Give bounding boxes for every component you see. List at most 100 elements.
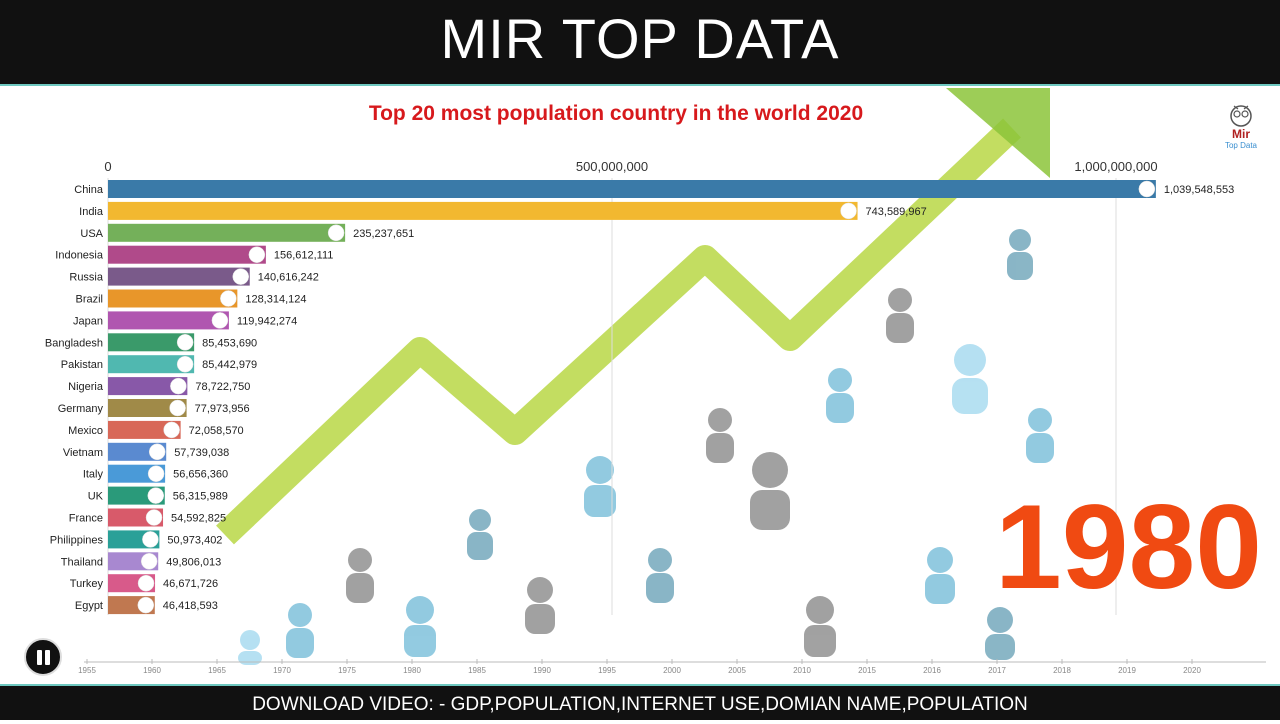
flag-icon bbox=[176, 355, 194, 373]
value-label: 56,315,989 bbox=[173, 491, 228, 503]
x-tick-label: 0 bbox=[104, 159, 111, 174]
growth-arrow-head bbox=[946, 88, 1050, 178]
flag-icon bbox=[840, 202, 857, 220]
value-label: 56,656,360 bbox=[173, 469, 228, 481]
category-label: France bbox=[69, 513, 103, 525]
bar bbox=[108, 420, 181, 439]
value-label: 140,616,242 bbox=[258, 272, 319, 284]
flag-icon bbox=[137, 596, 155, 614]
timeline-label: 1965 bbox=[208, 666, 226, 675]
bar bbox=[108, 377, 188, 396]
x-axis-ticks: 0 500,000,000 1,000,000,000 bbox=[104, 159, 1157, 174]
value-label: 156,612,111 bbox=[274, 250, 334, 262]
category-label: Nigeria bbox=[68, 381, 104, 393]
value-label: 57,739,038 bbox=[174, 447, 229, 459]
timeline-label: 2016 bbox=[923, 666, 941, 675]
pause-button[interactable] bbox=[24, 638, 62, 676]
value-label: 743,589,967 bbox=[866, 206, 927, 218]
owl-logo-icon bbox=[1230, 105, 1252, 127]
flag-icon bbox=[232, 268, 249, 285]
category-label: UK bbox=[88, 491, 104, 503]
value-label: 119,942,274 bbox=[237, 315, 297, 327]
flag-icon bbox=[163, 421, 180, 439]
timeline-label: 2020 bbox=[1183, 666, 1201, 675]
bar bbox=[108, 223, 346, 242]
category-label: Thailand bbox=[61, 556, 103, 568]
category-label: India bbox=[79, 206, 104, 218]
category-label: Philippines bbox=[50, 534, 104, 546]
value-label: 77,973,956 bbox=[195, 403, 250, 415]
flag-icon bbox=[248, 246, 266, 263]
category-label: Bangladesh bbox=[45, 337, 103, 349]
bar bbox=[108, 289, 238, 308]
logo-word: Mir bbox=[1232, 127, 1250, 141]
flag-icon bbox=[140, 553, 158, 570]
category-label: Pakistan bbox=[61, 359, 103, 371]
x-tick-label: 1,000,000,000 bbox=[1074, 159, 1157, 174]
value-label: 78,722,750 bbox=[195, 381, 250, 393]
value-label: 46,418,593 bbox=[163, 600, 218, 612]
flag-icon bbox=[145, 509, 163, 526]
x-tick-label: 500,000,000 bbox=[576, 159, 648, 174]
channel-banner: MIR TOP DATA bbox=[0, 0, 1280, 86]
value-label: 50,973,402 bbox=[167, 534, 222, 546]
timeline-label: 1990 bbox=[533, 666, 551, 675]
current-year-label: 1980 bbox=[995, 480, 1262, 614]
channel-logo: Mir Top Data bbox=[1218, 102, 1264, 150]
timeline-label: 1995 bbox=[598, 666, 616, 675]
flag-icon bbox=[220, 290, 237, 307]
flag-icon bbox=[211, 312, 229, 329]
value-label: 85,453,690 bbox=[202, 337, 257, 349]
category-label: Vietnam bbox=[63, 447, 103, 459]
timeline-label: 2005 bbox=[728, 666, 746, 675]
bar bbox=[108, 399, 187, 417]
category-label: USA bbox=[80, 228, 103, 240]
flag-icon bbox=[142, 531, 159, 548]
value-label: 1,039,548,553 bbox=[1164, 184, 1234, 196]
bar bbox=[108, 311, 229, 330]
flag-icon bbox=[148, 443, 166, 461]
category-label: Russia bbox=[69, 272, 104, 284]
timeline-label: 1955 bbox=[78, 666, 96, 675]
flag-icon bbox=[327, 224, 345, 242]
bar bbox=[108, 245, 266, 264]
timeline-label: 1985 bbox=[468, 666, 486, 675]
value-label: 72,058,570 bbox=[189, 425, 244, 437]
download-banner: DOWNLOAD VIDEO: - GDP,POPULATION,INTERNE… bbox=[0, 684, 1280, 720]
category-label: China bbox=[74, 184, 104, 196]
timeline-label: 2010 bbox=[793, 666, 811, 675]
timeline-label: 1970 bbox=[273, 666, 291, 675]
value-label: 85,442,979 bbox=[202, 359, 257, 371]
value-label: 46,671,726 bbox=[163, 578, 218, 590]
flag-icon bbox=[170, 377, 187, 395]
timeline-label: 2000 bbox=[663, 666, 681, 675]
value-label: 128,314,124 bbox=[245, 294, 306, 306]
flag-icon bbox=[147, 465, 165, 482]
category-label: Italy bbox=[83, 469, 104, 481]
category-label: Mexico bbox=[68, 425, 103, 437]
flag-icon bbox=[176, 334, 194, 351]
category-label: Indonesia bbox=[55, 250, 104, 262]
flag-icon bbox=[169, 399, 186, 417]
flag-icon bbox=[137, 574, 155, 592]
timeline-label: 2019 bbox=[1118, 666, 1136, 675]
value-label: 235,237,651 bbox=[353, 228, 414, 240]
growth-arrow-line bbox=[216, 118, 1021, 545]
timeline-label: 1960 bbox=[143, 666, 161, 675]
bars: China 1,039,548,553 India 743,589,967 USA 235… bbox=[45, 180, 1234, 615]
pause-icon bbox=[37, 650, 42, 665]
timeline-label: 2018 bbox=[1053, 666, 1071, 675]
chart-title: Top 20 most population country in the wo… bbox=[368, 102, 864, 125]
bar bbox=[108, 201, 858, 220]
category-label: Germany bbox=[58, 403, 104, 415]
timeline-label: 1975 bbox=[338, 666, 356, 675]
bar bbox=[108, 333, 195, 352]
bar bbox=[108, 267, 250, 286]
value-label: 54,592,825 bbox=[171, 513, 226, 525]
crowd-silhouettes bbox=[238, 229, 1054, 665]
timeline-label: 1980 bbox=[403, 666, 421, 675]
timeline-label: 2015 bbox=[858, 666, 876, 675]
bar bbox=[108, 180, 1156, 198]
category-label: Japan bbox=[73, 315, 103, 327]
bar bbox=[108, 355, 195, 374]
